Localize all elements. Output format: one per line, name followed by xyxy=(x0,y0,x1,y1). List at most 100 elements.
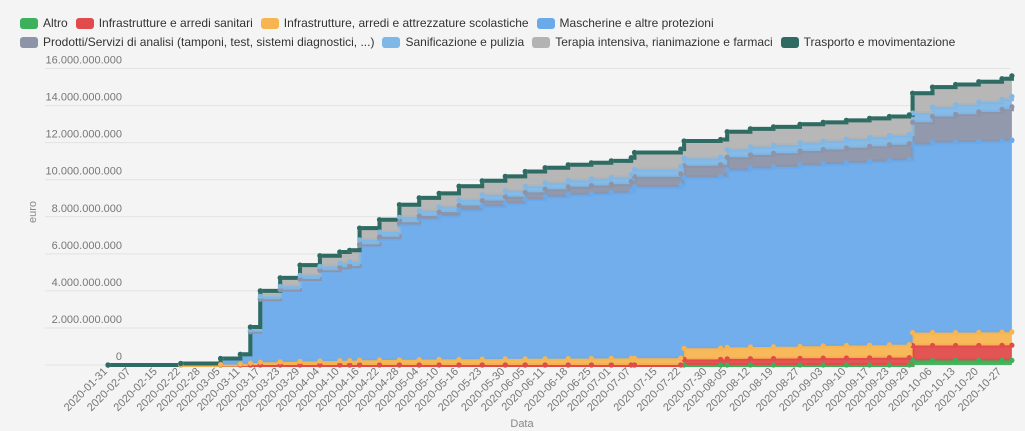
data-point[interactable] xyxy=(522,189,528,195)
data-point[interactable] xyxy=(724,362,730,368)
data-point[interactable] xyxy=(257,288,263,294)
data-point[interactable] xyxy=(906,141,912,147)
data-point[interactable] xyxy=(820,355,826,361)
data-point[interactable] xyxy=(678,362,684,368)
data-point[interactable] xyxy=(843,117,850,123)
data-point[interactable] xyxy=(456,362,462,368)
data-point[interactable] xyxy=(886,113,893,120)
data-point[interactable] xyxy=(317,267,323,273)
data-point[interactable] xyxy=(906,156,912,163)
data-point[interactable] xyxy=(1009,104,1015,110)
data-point[interactable] xyxy=(678,182,684,188)
data-point[interactable] xyxy=(608,362,614,368)
data-point[interactable] xyxy=(542,180,548,186)
data-point[interactable] xyxy=(257,359,263,365)
data-point[interactable] xyxy=(843,342,850,349)
data-point[interactable] xyxy=(337,362,343,368)
data-point[interactable] xyxy=(247,324,253,330)
data-point[interactable] xyxy=(820,161,826,167)
data-point[interactable] xyxy=(436,356,442,362)
data-point[interactable] xyxy=(347,259,353,265)
data-point[interactable] xyxy=(953,357,959,363)
data-point[interactable] xyxy=(218,362,224,368)
data-point[interactable] xyxy=(929,342,936,349)
data-point[interactable] xyxy=(843,136,850,142)
data-point[interactable] xyxy=(820,119,826,125)
data-point[interactable] xyxy=(886,362,893,368)
data-point[interactable] xyxy=(479,198,485,204)
data-point[interactable] xyxy=(628,171,634,177)
data-point[interactable] xyxy=(502,200,508,206)
data-point[interactable] xyxy=(976,357,982,363)
data-point[interactable] xyxy=(678,163,684,169)
data-point[interactable] xyxy=(522,168,528,175)
data-point[interactable] xyxy=(999,138,1005,144)
data-point[interactable] xyxy=(718,356,724,362)
data-point[interactable] xyxy=(357,241,363,247)
data-point[interactable] xyxy=(502,188,508,194)
data-point[interactable] xyxy=(770,362,777,368)
data-point[interactable] xyxy=(1009,329,1015,335)
data-point[interactable] xyxy=(631,184,638,190)
data-point[interactable] xyxy=(357,237,363,243)
data-point[interactable] xyxy=(797,355,803,361)
data-point[interactable] xyxy=(929,139,936,146)
data-point[interactable] xyxy=(456,202,462,209)
data-point[interactable] xyxy=(376,362,383,368)
data-point[interactable] xyxy=(999,106,1005,112)
data-point[interactable] xyxy=(718,162,724,168)
legend-item[interactable]: Trasporto e movimentazione xyxy=(780,33,955,52)
data-point[interactable] xyxy=(436,209,442,215)
data-point[interactable] xyxy=(565,192,571,198)
data-point[interactable] xyxy=(976,329,982,335)
data-point[interactable] xyxy=(588,182,595,189)
data-point[interactable] xyxy=(416,208,422,214)
legend-item[interactable]: Altro xyxy=(20,14,68,33)
data-point[interactable] xyxy=(218,355,224,362)
data-point[interactable] xyxy=(770,150,777,156)
data-point[interactable] xyxy=(247,360,253,366)
data-point[interactable] xyxy=(416,213,422,219)
data-point[interactable] xyxy=(396,214,402,220)
data-point[interactable] xyxy=(608,158,614,164)
data-point[interactable] xyxy=(820,146,826,153)
data-point[interactable] xyxy=(337,260,343,266)
data-point[interactable] xyxy=(929,330,936,336)
data-point[interactable] xyxy=(747,126,754,132)
data-point[interactable] xyxy=(953,111,959,117)
data-point[interactable] xyxy=(502,194,508,200)
data-point[interactable] xyxy=(396,362,402,368)
data-point[interactable] xyxy=(376,357,383,363)
data-point[interactable] xyxy=(178,360,184,367)
data-point[interactable] xyxy=(297,358,303,365)
data-point[interactable] xyxy=(337,358,343,364)
data-point[interactable] xyxy=(724,167,730,173)
data-point[interactable] xyxy=(565,184,571,190)
data-point[interactable] xyxy=(678,355,684,361)
data-point[interactable] xyxy=(456,207,462,213)
data-point[interactable] xyxy=(747,152,754,158)
data-point[interactable] xyxy=(522,356,528,362)
data-point[interactable] xyxy=(867,143,873,149)
data-point[interactable] xyxy=(747,356,754,362)
data-point[interactable] xyxy=(631,362,638,368)
data-point[interactable] xyxy=(718,154,724,160)
data-point[interactable] xyxy=(588,191,595,197)
data-point[interactable] xyxy=(588,160,595,166)
data-point[interactable] xyxy=(820,138,826,144)
data-point[interactable] xyxy=(565,356,571,362)
data-point[interactable] xyxy=(797,162,803,168)
data-point[interactable] xyxy=(436,204,442,210)
data-point[interactable] xyxy=(953,81,959,88)
data-point[interactable] xyxy=(277,275,283,281)
data-point[interactable] xyxy=(953,102,959,108)
data-point[interactable] xyxy=(277,359,283,365)
data-point[interactable] xyxy=(347,358,353,364)
area-terapia-intensiva-rianimazione-e-farmaci[interactable] xyxy=(108,75,1012,366)
data-point[interactable] xyxy=(608,181,614,187)
data-point[interactable] xyxy=(718,136,724,143)
data-point[interactable] xyxy=(747,165,754,171)
data-point[interactable] xyxy=(1009,93,1015,100)
data-point[interactable] xyxy=(906,112,912,118)
data-point[interactable] xyxy=(522,183,528,189)
